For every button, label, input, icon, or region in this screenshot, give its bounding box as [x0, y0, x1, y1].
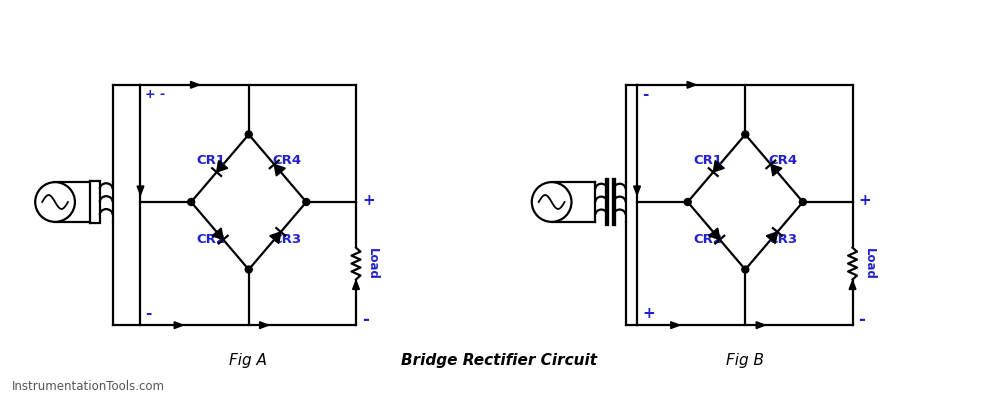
- Text: CR2: CR2: [693, 233, 723, 246]
- Circle shape: [35, 182, 75, 222]
- Circle shape: [532, 182, 572, 222]
- Bar: [90, 181, 100, 223]
- Text: CR2: CR2: [197, 233, 226, 246]
- Polygon shape: [671, 322, 680, 328]
- Text: CR1: CR1: [693, 154, 723, 167]
- Polygon shape: [137, 186, 144, 195]
- Polygon shape: [634, 186, 641, 195]
- Circle shape: [302, 198, 309, 206]
- Text: CR1: CR1: [197, 154, 226, 167]
- Polygon shape: [269, 232, 280, 244]
- Text: Bridge Rectifier Circuit: Bridge Rectifier Circuit: [401, 354, 597, 368]
- Circle shape: [685, 198, 692, 206]
- Text: -: -: [146, 306, 152, 321]
- Text: +: +: [858, 193, 871, 208]
- Polygon shape: [213, 228, 224, 240]
- Text: -: -: [858, 311, 865, 329]
- Polygon shape: [352, 280, 359, 289]
- Circle shape: [246, 266, 252, 273]
- Polygon shape: [770, 164, 781, 176]
- Text: Load: Load: [366, 248, 379, 280]
- Polygon shape: [709, 228, 720, 240]
- Text: CR4: CR4: [768, 154, 797, 167]
- Circle shape: [799, 198, 806, 206]
- Circle shape: [246, 131, 252, 138]
- Text: +: +: [362, 193, 374, 208]
- Text: Fig B: Fig B: [726, 354, 763, 368]
- Text: InstrumentationTools.com: InstrumentationTools.com: [11, 380, 165, 393]
- Text: Fig A: Fig A: [230, 354, 267, 368]
- Circle shape: [188, 198, 195, 206]
- Text: + -: + -: [146, 88, 166, 101]
- Text: Load: Load: [863, 248, 876, 280]
- Polygon shape: [259, 322, 268, 328]
- Text: CR3: CR3: [768, 233, 797, 246]
- Text: CR4: CR4: [271, 154, 301, 167]
- Polygon shape: [849, 280, 856, 289]
- Polygon shape: [191, 82, 200, 88]
- Text: -: -: [362, 311, 369, 329]
- Polygon shape: [175, 322, 184, 328]
- Polygon shape: [217, 160, 228, 172]
- Polygon shape: [274, 164, 285, 176]
- Polygon shape: [714, 160, 725, 172]
- Text: -: -: [642, 87, 649, 102]
- Polygon shape: [756, 322, 765, 328]
- Text: +: +: [642, 306, 655, 321]
- Text: CR3: CR3: [271, 233, 301, 246]
- Polygon shape: [688, 82, 696, 88]
- Polygon shape: [766, 232, 777, 244]
- Circle shape: [742, 131, 748, 138]
- Circle shape: [742, 266, 748, 273]
